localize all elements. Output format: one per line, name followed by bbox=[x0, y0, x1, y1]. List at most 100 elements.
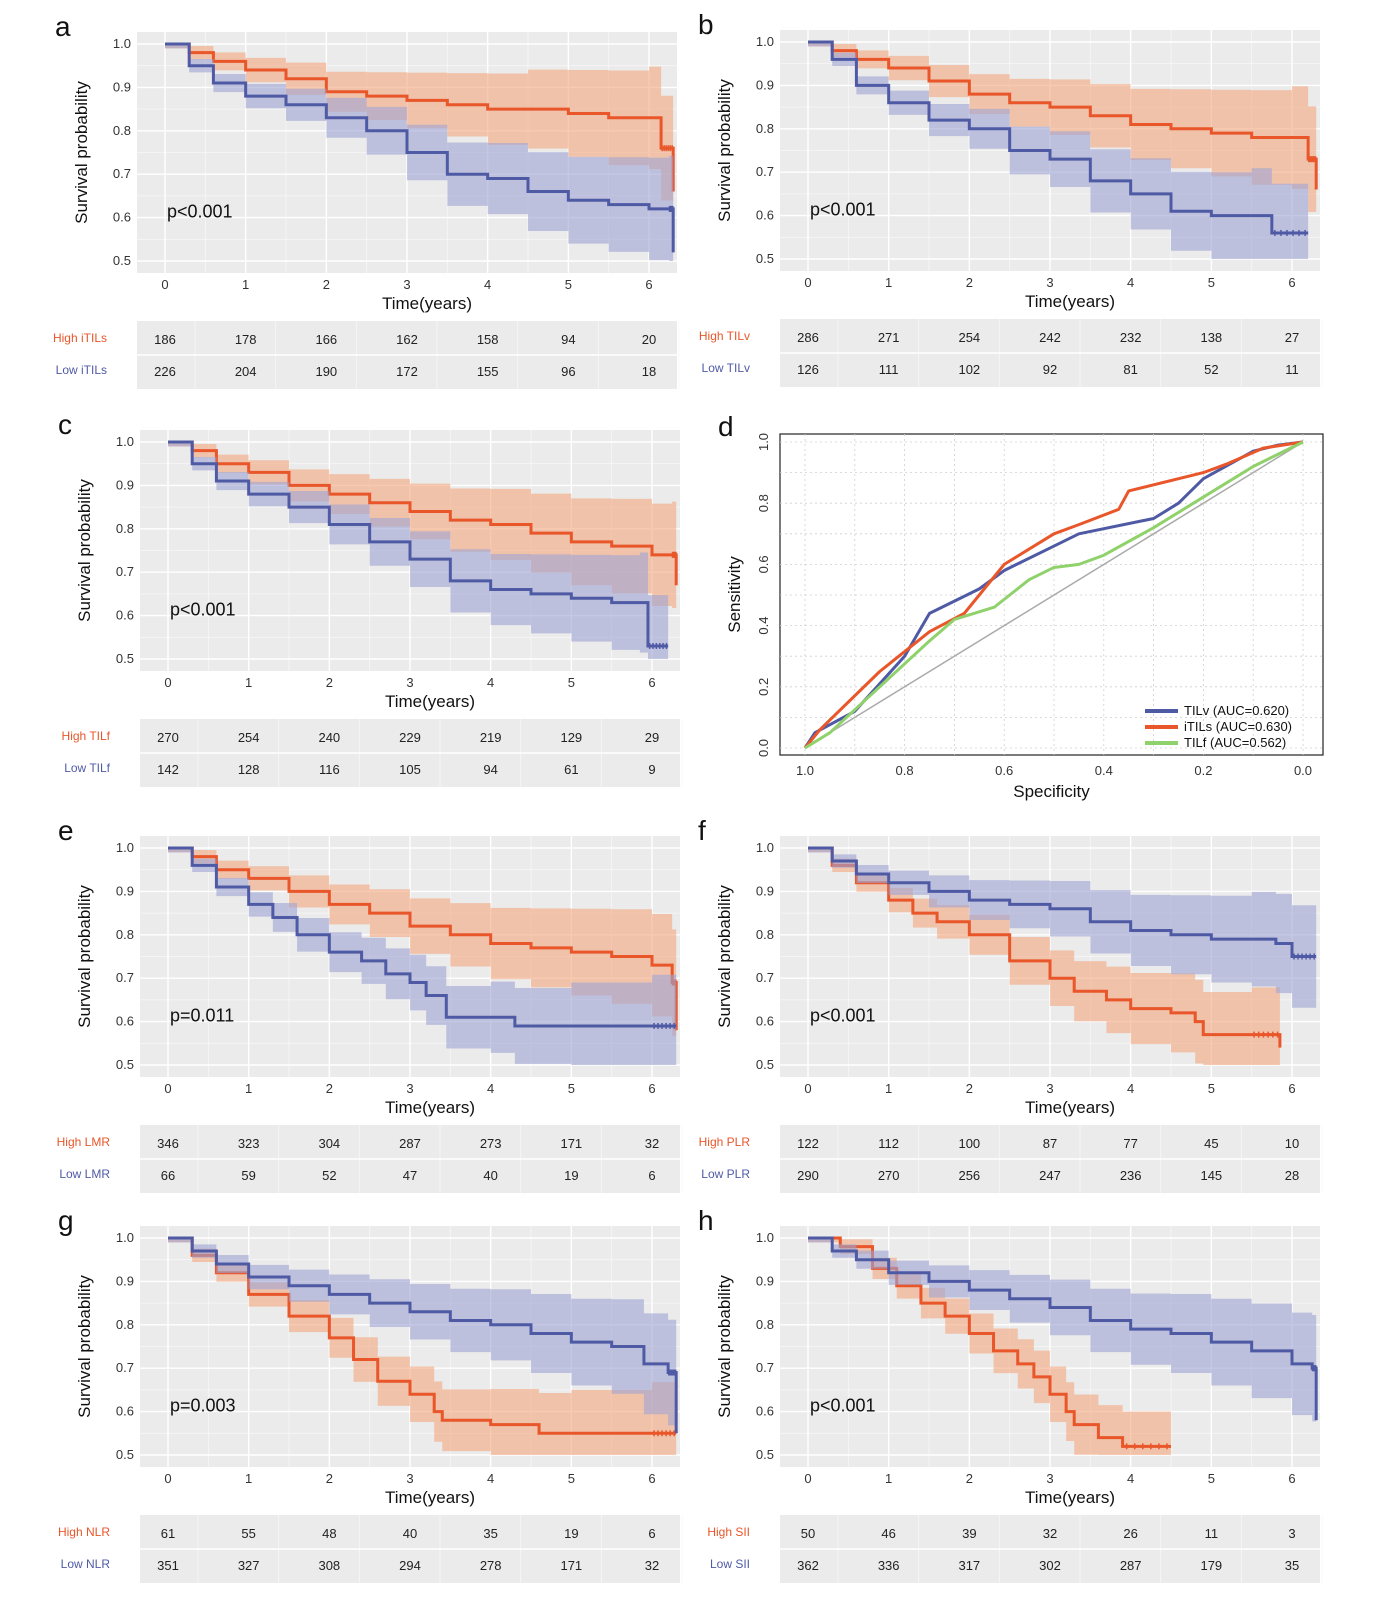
confidence-band-low bbox=[808, 42, 1309, 259]
x-axis-title: Time(years) bbox=[1025, 1488, 1115, 1507]
y-tick-label: 0.6 bbox=[116, 1014, 134, 1029]
x-tick-label: 5 bbox=[1208, 1471, 1215, 1486]
y-tick-label: 0.5 bbox=[756, 1057, 774, 1072]
km-panel-f: f0 1 2 3 4 5 60.50.60.70.80.91.0Time(years)Sur… bbox=[698, 815, 1323, 1193]
risk-count: 47 bbox=[403, 1168, 417, 1183]
x-tick-label: 0 bbox=[164, 1471, 171, 1486]
y-tick-label: 0.6 bbox=[756, 555, 771, 573]
risk-count: 254 bbox=[238, 730, 260, 745]
p-value: p<0.001 bbox=[810, 200, 876, 220]
panel-letter: a bbox=[55, 11, 71, 42]
y-tick-label: 0.5 bbox=[116, 651, 134, 666]
risk-count: 302 bbox=[1039, 1558, 1061, 1573]
confidence-band-high bbox=[808, 1238, 1171, 1455]
y-tick-label: 0.6 bbox=[113, 210, 131, 225]
risk-count: 142 bbox=[157, 762, 179, 777]
y-tick-label: 0.9 bbox=[756, 1273, 774, 1288]
y-tick-label: 0.0 bbox=[756, 739, 771, 757]
x-tick-label: 2 bbox=[966, 1471, 973, 1486]
y-tick-label: 0.6 bbox=[116, 1404, 134, 1419]
risk-count: 286 bbox=[797, 330, 819, 345]
survival-curve-high bbox=[165, 42, 675, 192]
risk-count: 81 bbox=[1123, 362, 1137, 377]
x-tick-label: 1 bbox=[242, 277, 249, 292]
x-tick-label: 4 bbox=[487, 1081, 494, 1096]
risk-count: 32 bbox=[645, 1136, 659, 1151]
x-tick-label: 1 bbox=[885, 275, 892, 290]
risk-row-label: High NLR bbox=[58, 1525, 110, 1539]
risk-row-label: High TILf bbox=[62, 729, 111, 743]
risk-count: 229 bbox=[399, 730, 421, 745]
survival-curve-low bbox=[168, 846, 677, 1028]
risk-count: 40 bbox=[403, 1526, 417, 1541]
risk-count: 129 bbox=[560, 730, 582, 745]
risk-count: 94 bbox=[561, 332, 575, 347]
x-axis-title: Time(years) bbox=[385, 692, 475, 711]
risk-row-label: Low TILf bbox=[64, 761, 110, 775]
risk-count: 158 bbox=[477, 332, 499, 347]
x-tick-label: 5 bbox=[568, 1471, 575, 1486]
survival-curve-low bbox=[808, 846, 1317, 958]
x-tick-label: 3 bbox=[403, 277, 410, 292]
panel-letter: g bbox=[58, 1205, 74, 1236]
risk-count: 100 bbox=[958, 1136, 980, 1151]
confidence-band-low bbox=[168, 1238, 677, 1455]
y-tick-label: 0.7 bbox=[116, 564, 134, 579]
risk-count: 92 bbox=[1043, 362, 1057, 377]
risk-count: 111 bbox=[879, 362, 899, 377]
y-axis-title: Survival probability bbox=[72, 81, 91, 224]
y-tick-label: 0.5 bbox=[113, 253, 131, 268]
y-tick-label: 0.5 bbox=[116, 1057, 134, 1072]
risk-count: 254 bbox=[958, 330, 980, 345]
confidence-band-high bbox=[168, 848, 677, 1065]
risk-count: 77 bbox=[1123, 1136, 1137, 1151]
y-tick-label: 1.0 bbox=[756, 1230, 774, 1245]
x-axis-title: Time(years) bbox=[1025, 1098, 1115, 1117]
risk-count: 105 bbox=[399, 762, 421, 777]
y-tick-label: 0.9 bbox=[756, 883, 774, 898]
p-value: p<0.001 bbox=[810, 1396, 876, 1416]
x-tick-label: 1 bbox=[245, 1471, 252, 1486]
confidence-band-high bbox=[808, 42, 1317, 259]
risk-count: 155 bbox=[477, 364, 499, 379]
survival-curve-low bbox=[165, 42, 675, 253]
risk-count: 145 bbox=[1200, 1168, 1222, 1183]
risk-row-label: High LMR bbox=[57, 1135, 111, 1149]
risk-count: 6 bbox=[648, 1168, 655, 1183]
risk-count: 116 bbox=[319, 762, 340, 777]
risk-count: 96 bbox=[561, 364, 575, 379]
y-tick-label: 0.6 bbox=[756, 208, 774, 223]
survival-curve-high bbox=[168, 846, 678, 1031]
y-tick-label: 1.0 bbox=[116, 840, 134, 855]
risk-count: 10 bbox=[1285, 1136, 1299, 1151]
panel-letter: d bbox=[718, 411, 734, 442]
x-tick-label: 6 bbox=[648, 1081, 655, 1096]
x-tick-label: 5 bbox=[565, 277, 572, 292]
km-panel-e: e 0 1 2 3 4 5 6 0.5 0.6 0.7 0.8 0.9 1.0 Time(years) Sur… bbox=[57, 815, 683, 1193]
risk-count: 122 bbox=[797, 1136, 819, 1151]
risk-count: 219 bbox=[480, 730, 502, 745]
legend-entry: TILv (AUC=0.620) bbox=[1184, 703, 1289, 718]
risk-count: 3 bbox=[1288, 1526, 1295, 1541]
y-tick-label: 0.8 bbox=[756, 121, 774, 136]
risk-count: 242 bbox=[1039, 330, 1061, 345]
km-panel-h: h 0 1 2 3 4 5 6 0.5 0.6 0.7 0.8 0.9 1.0 Time(years) Sur… bbox=[698, 1205, 1323, 1583]
x-tick-label: 2 bbox=[966, 1081, 973, 1096]
risk-count: 278 bbox=[480, 1558, 502, 1573]
risk-count: 290 bbox=[797, 1168, 819, 1183]
x-tick-label: 5 bbox=[1208, 1081, 1215, 1096]
risk-row-label: Low iTILs bbox=[56, 363, 107, 377]
survival-curve-high bbox=[168, 440, 678, 586]
x-axis-title: Specificity bbox=[1013, 782, 1090, 801]
y-tick-label: 0.7 bbox=[116, 1360, 134, 1375]
risk-count: 59 bbox=[241, 1168, 255, 1183]
roc-curve-2 bbox=[804, 440, 1304, 750]
y-tick-label: 0.9 bbox=[116, 883, 134, 898]
y-axis-title: Survival probability bbox=[75, 479, 94, 622]
risk-count: 19 bbox=[564, 1168, 578, 1183]
risk-count: 6 bbox=[648, 1526, 655, 1541]
roc-curve-1 bbox=[803, 440, 1304, 749]
survival-curve-low bbox=[168, 440, 669, 648]
risk-count: 362 bbox=[797, 1558, 819, 1573]
